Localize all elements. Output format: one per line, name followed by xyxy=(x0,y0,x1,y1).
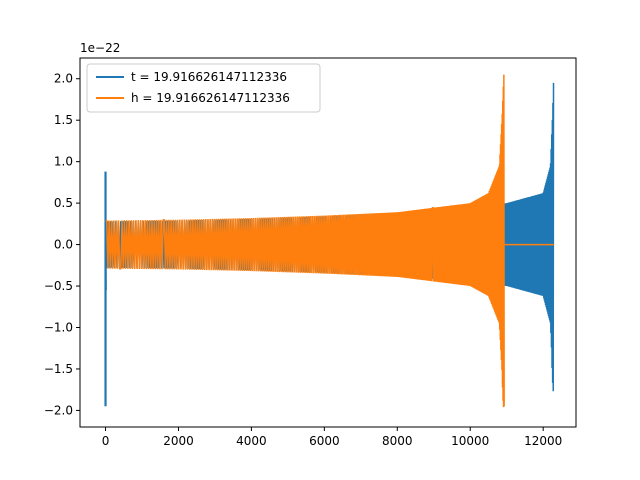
series-spike-t-start xyxy=(104,198,107,291)
y-axis: −2.0 −1.5 −1.0 −0.5 0.0 0.5 1.0 1.5 2.0 xyxy=(44,72,80,417)
plot-frame xyxy=(79,57,577,428)
legend: t = 19.916626147112336 h = 19.9166261471… xyxy=(86,63,321,113)
y-tick-label: 1.0 xyxy=(54,155,73,169)
y-tick-label: 2.0 xyxy=(54,72,73,86)
x-tick-label: 4000 xyxy=(236,434,267,448)
x-tick-label: 2000 xyxy=(163,434,194,448)
series-layer xyxy=(104,74,555,408)
x-tick-label: 8000 xyxy=(382,434,413,448)
x-tick-label: 10000 xyxy=(451,434,489,448)
series-line-h xyxy=(105,74,505,408)
legend-box xyxy=(86,63,321,113)
y-tick-label: −1.0 xyxy=(44,320,73,334)
y-tick-label: −2.0 xyxy=(44,403,73,417)
y-tick-label: 0.0 xyxy=(54,238,73,252)
y-tick-label: −0.5 xyxy=(44,279,73,293)
x-tick-label: 12000 xyxy=(524,434,562,448)
legend-label-t: t = 19.916626147112336 xyxy=(131,70,287,84)
x-tick-label: 0 xyxy=(102,434,110,448)
y-tick-label: −1.5 xyxy=(44,362,73,376)
x-tick-label: 6000 xyxy=(309,434,340,448)
x-axis: 0 2000 4000 6000 8000 10000 12000 xyxy=(102,427,562,448)
y-tick-label: 0.5 xyxy=(54,196,73,210)
y-tick-label: 1.5 xyxy=(54,113,73,127)
y-offset-label: 1e−22 xyxy=(80,41,120,55)
legend-label-h: h = 19.916626147112336 xyxy=(131,91,290,105)
